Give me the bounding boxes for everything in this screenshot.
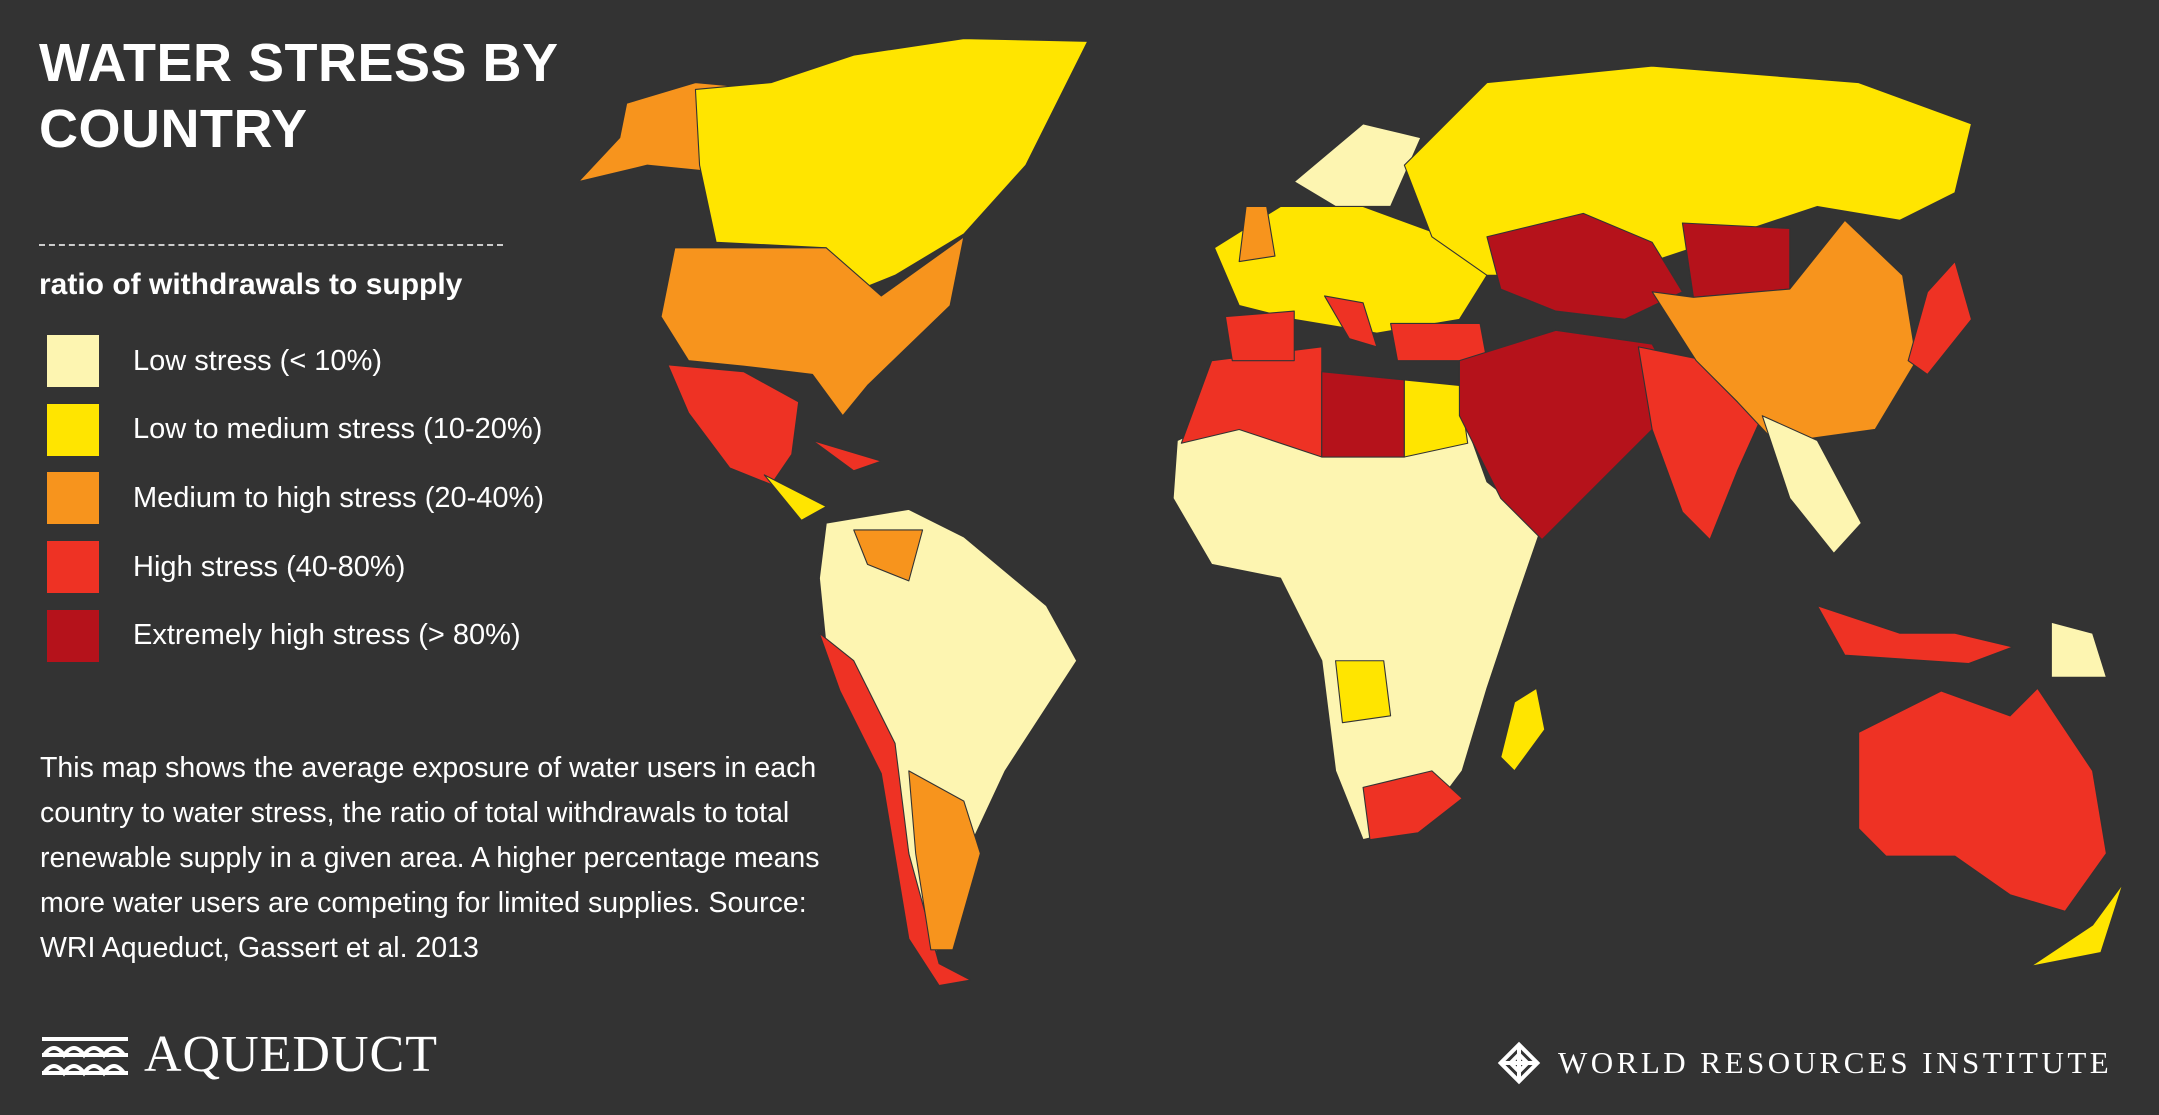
legend-item: Low stress (< 10%) — [47, 335, 382, 387]
title: WATER STRESS BY COUNTRY — [39, 33, 558, 159]
region — [763, 474, 827, 521]
region — [811, 439, 882, 472]
wri-logo: WORLD RESOURCES INSTITUTE — [1494, 1038, 2112, 1088]
legend-label: Extremely high stress (> 80%) — [133, 619, 521, 652]
logo-text: AQUEDUCT — [144, 1026, 438, 1083]
legend-item: Low to medium stress (10-20%) — [47, 403, 543, 456]
region — [694, 37, 1089, 293]
region — [818, 632, 972, 987]
divider — [39, 244, 503, 246]
region — [1761, 415, 1862, 554]
legend-item: Extremely high stress (> 80%) — [47, 609, 521, 662]
legend-label: Low stress (< 10%) — [133, 344, 383, 377]
region — [1403, 379, 1469, 458]
region — [1334, 660, 1392, 724]
legend-swatch — [47, 472, 99, 525]
region — [1907, 260, 1973, 375]
region — [1362, 770, 1463, 841]
region — [908, 770, 981, 951]
region — [1486, 212, 1683, 320]
region — [1681, 222, 1791, 298]
legend-label: Low to medium stress (10-20%) — [133, 413, 543, 446]
legend-swatch — [47, 403, 99, 456]
region — [1238, 205, 1276, 263]
region — [1323, 295, 1378, 348]
region — [660, 236, 965, 417]
legend-label: Medium to high stress (20-40%) — [133, 481, 544, 514]
region — [2050, 621, 2107, 678]
region — [1390, 322, 1488, 362]
region — [1858, 687, 2107, 912]
legend-swatch — [47, 541, 99, 594]
region — [1224, 310, 1295, 362]
region — [2030, 883, 2124, 967]
legend-item: Medium to high stress (20-40%) — [47, 472, 544, 525]
legend-swatch — [47, 335, 99, 387]
legend-label: High stress (40-80%) — [133, 550, 406, 583]
region — [1816, 605, 2014, 665]
region — [1458, 329, 1683, 541]
region — [667, 364, 800, 486]
legend-swatch — [47, 609, 99, 662]
region — [1213, 205, 1488, 334]
description: This map shows the average exposure of w… — [40, 752, 820, 964]
region — [853, 529, 924, 582]
region — [1321, 371, 1405, 458]
legend-title: ratio of withdrawals to supply — [39, 268, 463, 301]
region — [1293, 123, 1422, 208]
region — [1172, 412, 1543, 841]
logo-text: WORLD RESOURCES INSTITUTE — [1558, 1045, 2113, 1080]
legend-item: High stress (40-80%) — [47, 541, 406, 594]
aqueduct-logo: AQUEDUCT — [40, 1025, 438, 1084]
region — [1500, 687, 1546, 772]
aqueduct-icon — [42, 1036, 128, 1076]
wri-icon — [1497, 1041, 1541, 1085]
